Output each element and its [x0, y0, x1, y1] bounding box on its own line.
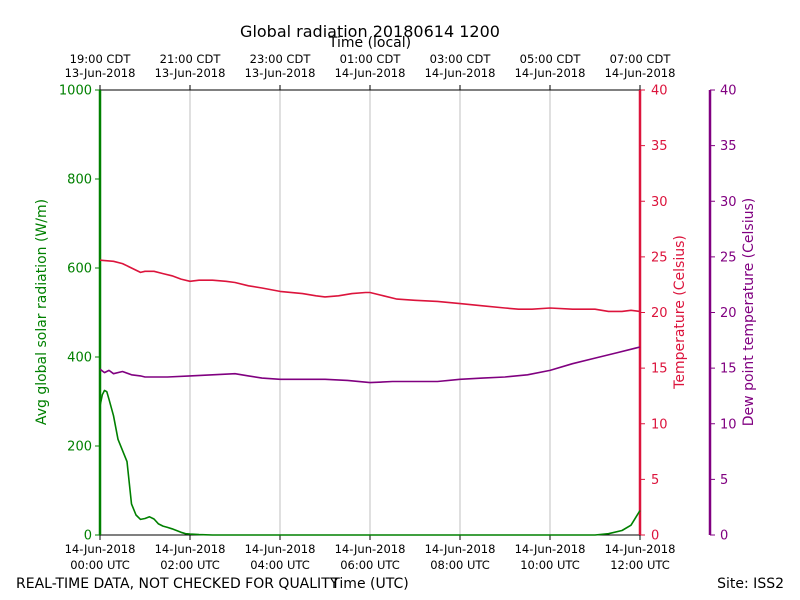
bottom-tick-date: 14-Jun-2018: [65, 542, 136, 556]
left-tick-label: 600: [67, 262, 92, 277]
right-axis-label: Temperature (Celsius): [672, 235, 688, 390]
bottom-tick-date: 14-Jun-2018: [425, 542, 496, 556]
bottom-tick-time: 06:00 UTC: [340, 558, 400, 572]
right2-tick-label: 10: [720, 417, 737, 432]
series-line-temperature: [99, 259, 641, 313]
top-tick-time: 23:00 CDT: [250, 52, 312, 66]
quality-disclaimer: REAL-TIME DATA, NOT CHECKED FOR QUALITY: [16, 576, 339, 592]
right2-tick-label: 0: [720, 529, 728, 544]
left-tick-label: 200: [67, 440, 92, 455]
right-tick-label: 40: [651, 84, 668, 99]
top-tick-date: 13-Jun-2018: [245, 66, 316, 80]
bottom-tick-time: 12:00 UTC: [610, 558, 670, 572]
top-tick-date: 13-Jun-2018: [65, 66, 136, 80]
top-tick-time: 05:00 CDT: [520, 52, 582, 66]
right-tick-label: 25: [651, 250, 668, 265]
right-tick-label: 15: [651, 362, 668, 377]
top-tick-date: 14-Jun-2018: [335, 66, 406, 80]
bottom-tick-date: 14-Jun-2018: [515, 542, 586, 556]
right-tick-label: 5: [651, 473, 659, 488]
left-tick-label: 400: [67, 351, 92, 366]
bottom-tick-time: 08:00 UTC: [430, 558, 490, 572]
right2-tick-label: 30: [720, 195, 737, 210]
bottom-tick-time: 02:00 UTC: [160, 558, 220, 572]
left-tick-label: 0: [84, 529, 92, 544]
right2-tick-label: 40: [720, 84, 737, 99]
bottom-tick-date: 14-Jun-2018: [605, 542, 676, 556]
top-tick-time: 21:00 CDT: [160, 52, 222, 66]
right-tick-label: 30: [651, 195, 668, 210]
top-tick-time: 03:00 CDT: [430, 52, 492, 66]
left-tick-label: 800: [67, 173, 92, 188]
right-tick-label: 35: [651, 139, 668, 154]
top-tick-date: 14-Jun-2018: [515, 66, 586, 80]
top-tick-date: 14-Jun-2018: [605, 66, 676, 80]
top-tick-time: 01:00 CDT: [340, 52, 402, 66]
right-tick-label: 10: [651, 417, 668, 432]
bottom-tick-date: 14-Jun-2018: [155, 542, 226, 556]
right2-tick-label: 35: [720, 139, 737, 154]
right2-tick-label: 20: [720, 306, 737, 321]
series-line-dew-point: [99, 346, 641, 384]
right2-tick-label: 25: [720, 250, 737, 265]
top-tick-time: 19:00 CDT: [70, 52, 132, 66]
right2-axis-label: Dew point temperature (Celsius): [741, 198, 757, 426]
right2-tick-label: 15: [720, 362, 737, 377]
chart-title: Global radiation 20180614 1200: [240, 22, 500, 41]
series-line-solar-radiation: [99, 389, 641, 536]
top-tick-date: 14-Jun-2018: [425, 66, 496, 80]
bottom-tick-time: 00:00 UTC: [70, 558, 130, 572]
bottom-axis-label: Time (UTC): [330, 576, 408, 592]
bottom-tick-time: 10:00 UTC: [520, 558, 580, 572]
top-tick-date: 13-Jun-2018: [155, 66, 226, 80]
left-tick-label: 1000: [59, 84, 92, 99]
right2-tick-label: 5: [720, 473, 728, 488]
left-axis-label: Avg global solar radiation (W/m): [34, 199, 50, 425]
right-tick-label: 20: [651, 306, 668, 321]
site-label: Site: ISS2: [717, 576, 784, 592]
top-axis-label: Time (local): [328, 35, 411, 51]
bottom-tick-date: 14-Jun-2018: [335, 542, 406, 556]
top-tick-time: 07:00 CDT: [610, 52, 672, 66]
bottom-tick-time: 04:00 UTC: [250, 558, 310, 572]
bottom-tick-date: 14-Jun-2018: [245, 542, 316, 556]
right-tick-label: 0: [651, 529, 659, 544]
